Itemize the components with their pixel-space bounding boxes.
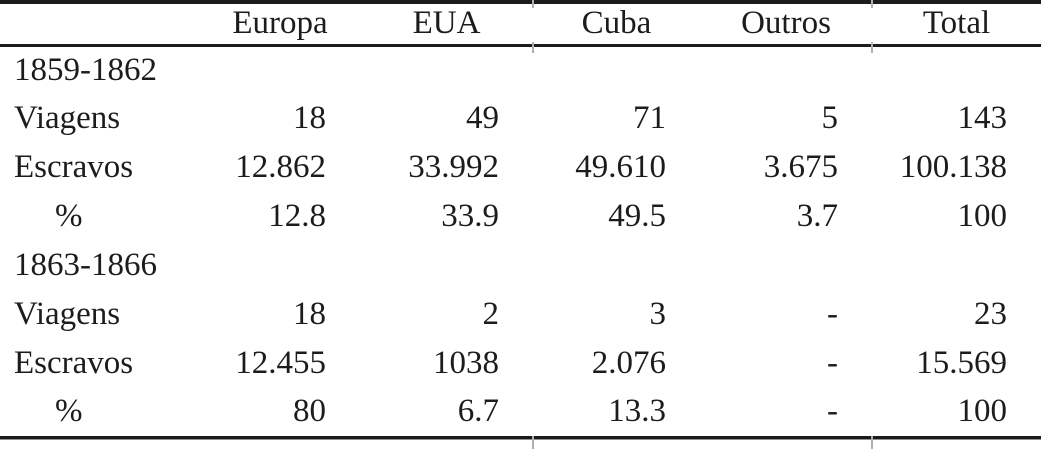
table-row-escravos-2: Escravos 12.455 1038 2.076 - 15.569 xyxy=(0,339,1041,388)
row-label: Viagens xyxy=(14,296,121,332)
col-header-total: Total xyxy=(922,5,991,42)
table-row-viagens-1: Viagens 18 49 71 5 143 xyxy=(0,94,1041,143)
cell xyxy=(700,45,872,94)
cell: 23 xyxy=(974,296,1007,332)
cell xyxy=(200,241,360,290)
table-row-escravos-1: Escravos 12.862 33.992 49.610 3.675 100.… xyxy=(0,143,1041,192)
cell: 1038 xyxy=(433,345,499,381)
cell-border-tick xyxy=(532,42,534,53)
cell xyxy=(533,241,700,290)
row-label: % xyxy=(55,198,83,234)
cell-border-tick xyxy=(871,436,873,449)
cell: 18 xyxy=(293,296,326,332)
cell: 12.8 xyxy=(268,198,326,234)
cell: 6.7 xyxy=(457,393,499,430)
cell: - xyxy=(827,393,838,430)
cell xyxy=(360,241,533,290)
cell: 100 xyxy=(957,198,1008,234)
col-header-outros: Outros xyxy=(741,5,831,42)
cell: 71 xyxy=(633,100,666,136)
cell: 13.3 xyxy=(608,393,666,430)
row-label: 1859-1862 xyxy=(14,51,157,88)
cell: 18 xyxy=(293,100,326,136)
cell: 33.9 xyxy=(441,198,499,234)
cell xyxy=(872,241,1041,290)
cell: 49.5 xyxy=(608,198,666,234)
table-row-percent-2: % 80 6.7 13.3 - 100 xyxy=(0,388,1041,437)
cell xyxy=(700,241,872,290)
col-header-eua: EUA xyxy=(412,5,481,42)
cell: 100 xyxy=(957,393,1008,430)
table-row-period-1859-1862: 1859-1862 xyxy=(0,45,1041,94)
cell: 33.992 xyxy=(408,149,499,185)
cell xyxy=(533,45,700,94)
cell: 15.569 xyxy=(916,345,1007,381)
cell: 12.862 xyxy=(235,149,326,185)
row-label: Escravos xyxy=(14,345,134,381)
bottom-rule-shadow xyxy=(0,438,1041,440)
col-header-cuba: Cuba xyxy=(581,5,652,42)
row-label: Viagens xyxy=(14,100,121,136)
table-row-period-1863-1866: 1863-1866 xyxy=(0,241,1041,290)
cell: 3.675 xyxy=(763,149,838,185)
cell: 143 xyxy=(957,100,1008,136)
cell-border-tick xyxy=(532,436,534,449)
row-label: 1863-1866 xyxy=(14,247,157,283)
col-header-europa: Europa xyxy=(232,5,328,42)
cell xyxy=(360,45,533,94)
cell: 80 xyxy=(293,393,326,430)
cell-border-tick xyxy=(532,0,534,8)
row-label: % xyxy=(55,393,83,430)
cell xyxy=(872,45,1041,94)
col-header-empty xyxy=(0,2,200,45)
table-row-percent-1: % 12.8 33.9 49.5 3.7 100 xyxy=(0,192,1041,241)
row-label: Escravos xyxy=(14,149,134,185)
cell: 49 xyxy=(466,100,499,136)
cell: 12.455 xyxy=(235,345,326,381)
cell: 100.138 xyxy=(899,149,1007,185)
cell xyxy=(200,45,360,94)
table-header: Europa EUA Cuba Outros Total xyxy=(0,2,1041,45)
cell-border-tick xyxy=(871,42,873,53)
table-row-viagens-2: Viagens 18 2 3 - 23 xyxy=(0,290,1041,339)
data-table: Europa EUA Cuba Outros Total 1859-1862 V… xyxy=(0,0,1041,439)
header-row: Europa EUA Cuba Outros Total xyxy=(0,2,1041,45)
cell: 49.610 xyxy=(575,149,666,185)
cell: 3 xyxy=(649,296,667,332)
cell-border-tick xyxy=(871,0,873,8)
cell: 2.076 xyxy=(591,345,666,381)
cell: 2 xyxy=(482,296,500,332)
cell: 3.7 xyxy=(796,198,838,234)
cell: - xyxy=(827,296,838,332)
cell: - xyxy=(827,345,838,381)
table-body: 1859-1862 Viagens 18 49 71 5 143 Escravo… xyxy=(0,45,1041,437)
cell: 5 xyxy=(821,100,839,136)
